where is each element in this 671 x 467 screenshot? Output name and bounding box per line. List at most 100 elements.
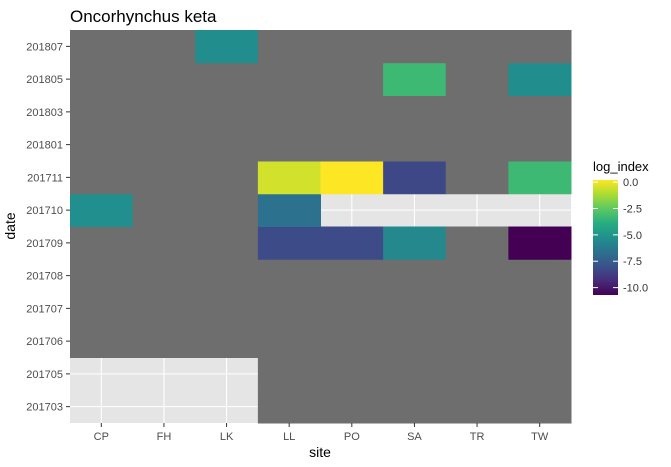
heatmap-cell [320, 128, 384, 162]
y-tick-label: 201703 [26, 402, 63, 414]
heatmap-cell [383, 161, 447, 195]
x-tick-label: LL [283, 431, 295, 443]
heatmap-cell [70, 128, 134, 162]
heatmap-cell [320, 292, 384, 326]
heatmap-cell [257, 292, 321, 326]
y-tick-label: 201705 [26, 369, 63, 381]
heatmap-cell [70, 30, 134, 64]
heatmap-cell [195, 226, 259, 260]
heatmap-cell [383, 226, 447, 260]
y-tick-label: 201807 [26, 41, 63, 53]
heatmap-cell [445, 161, 509, 195]
heatmap-cell [257, 62, 321, 96]
legend-tick-label: 0.0 [623, 177, 638, 189]
y-tick-label: 201709 [26, 238, 63, 250]
heatmap-cell [195, 292, 259, 326]
legend-ticks: 0.0 -2.5 -5.0 -7.5 -10.0 [593, 177, 648, 295]
chart-title: Oncorhynchus keta [70, 7, 217, 26]
heatmap-cell [445, 390, 509, 424]
heatmap-cell [195, 161, 259, 195]
heatmap-cell [383, 62, 447, 96]
legend-tick-label: -5.0 [623, 230, 642, 242]
heatmap-cell [320, 30, 384, 64]
heatmap-cell [320, 226, 384, 260]
y-tick-label: 201708 [26, 271, 63, 283]
x-axis-title: site [309, 444, 331, 460]
y-tick-label: 201805 [26, 74, 63, 86]
heatmap-cell [257, 30, 321, 64]
x-tick-label: SA [407, 431, 422, 443]
heatmap-cell [257, 95, 321, 129]
heatmap-cell [195, 128, 259, 162]
heatmap-cell [445, 95, 509, 129]
heatmap-cell [195, 324, 259, 358]
heatmap-cell [445, 292, 509, 326]
heatmap-cell [445, 357, 509, 391]
heatmap-cell [70, 161, 134, 195]
heatmap-cell [195, 62, 259, 96]
heatmap-cell [132, 128, 196, 162]
heatmap-cell [70, 259, 134, 293]
heatmap-cell [132, 95, 196, 129]
heatmap-cell [195, 30, 259, 64]
heatmap-cell [320, 357, 384, 391]
heatmap-cell [383, 128, 447, 162]
heatmap-cell [383, 324, 447, 358]
x-tick-label: CP [94, 431, 109, 443]
heatmap-cell [320, 259, 384, 293]
heatmap-cell [383, 390, 447, 424]
heatmap-cell [508, 259, 572, 293]
heatmap-cell [132, 161, 196, 195]
heatmap-cell [257, 259, 321, 293]
heatmap-cell [70, 193, 134, 227]
y-tick-label: 201706 [26, 336, 63, 348]
heatmap-cell [70, 324, 134, 358]
heatmap-cell [508, 390, 572, 424]
heatmap-cell [508, 62, 572, 96]
x-tick-label: LK [220, 431, 234, 443]
heatmap-cell [195, 95, 259, 129]
heatmap-cell [70, 226, 134, 260]
x-tick-label: PO [344, 431, 360, 443]
heatmap-cell [383, 357, 447, 391]
y-tick-label: 201803 [26, 107, 63, 119]
heatmap-cell [508, 128, 572, 162]
legend-colorbar [593, 180, 618, 295]
heatmap-cell [445, 259, 509, 293]
heatmap-cell [508, 226, 572, 260]
heatmap-cell [508, 161, 572, 195]
heatmap-cell [508, 357, 572, 391]
legend-tick-label: -10.0 [623, 283, 648, 295]
x-tick-label: TR [470, 431, 485, 443]
heatmap-cells [70, 30, 572, 424]
legend-tick-label: -2.5 [623, 203, 642, 215]
heatmap-cell [257, 324, 321, 358]
heatmap-cell [383, 95, 447, 129]
heatmap-cell [132, 324, 196, 358]
heatmap-cell [257, 161, 321, 195]
heatmap-cell [508, 324, 572, 358]
heatmap-cell [383, 292, 447, 326]
heatmap-cell [257, 226, 321, 260]
heatmap-cell [508, 292, 572, 326]
heatmap-cell [132, 259, 196, 293]
y-tick-label: 201711 [27, 172, 63, 184]
y-axis-ticks: 201703 201705 201706 201707 201708 201709 2017… [26, 41, 70, 414]
x-axis-ticks: CP FH LK LL PO SA TR TW [94, 423, 549, 443]
y-tick-label: 201801 [26, 140, 63, 152]
heatmap-cell [445, 226, 509, 260]
y-tick-label: 201710 [26, 205, 63, 217]
heatmap-cell [445, 128, 509, 162]
heatmap-cell [320, 324, 384, 358]
legend-tick-label: -7.5 [623, 256, 642, 268]
heatmap-cell [508, 95, 572, 129]
heatmap-cell [508, 30, 572, 64]
heatmap-cell [132, 30, 196, 64]
y-tick-label: 201707 [26, 303, 63, 315]
heatmap-cell [257, 193, 321, 227]
heatmap-cell [132, 62, 196, 96]
heatmap-cell [70, 95, 134, 129]
heatmap-cell [445, 30, 509, 64]
heatmap-cell [445, 62, 509, 96]
